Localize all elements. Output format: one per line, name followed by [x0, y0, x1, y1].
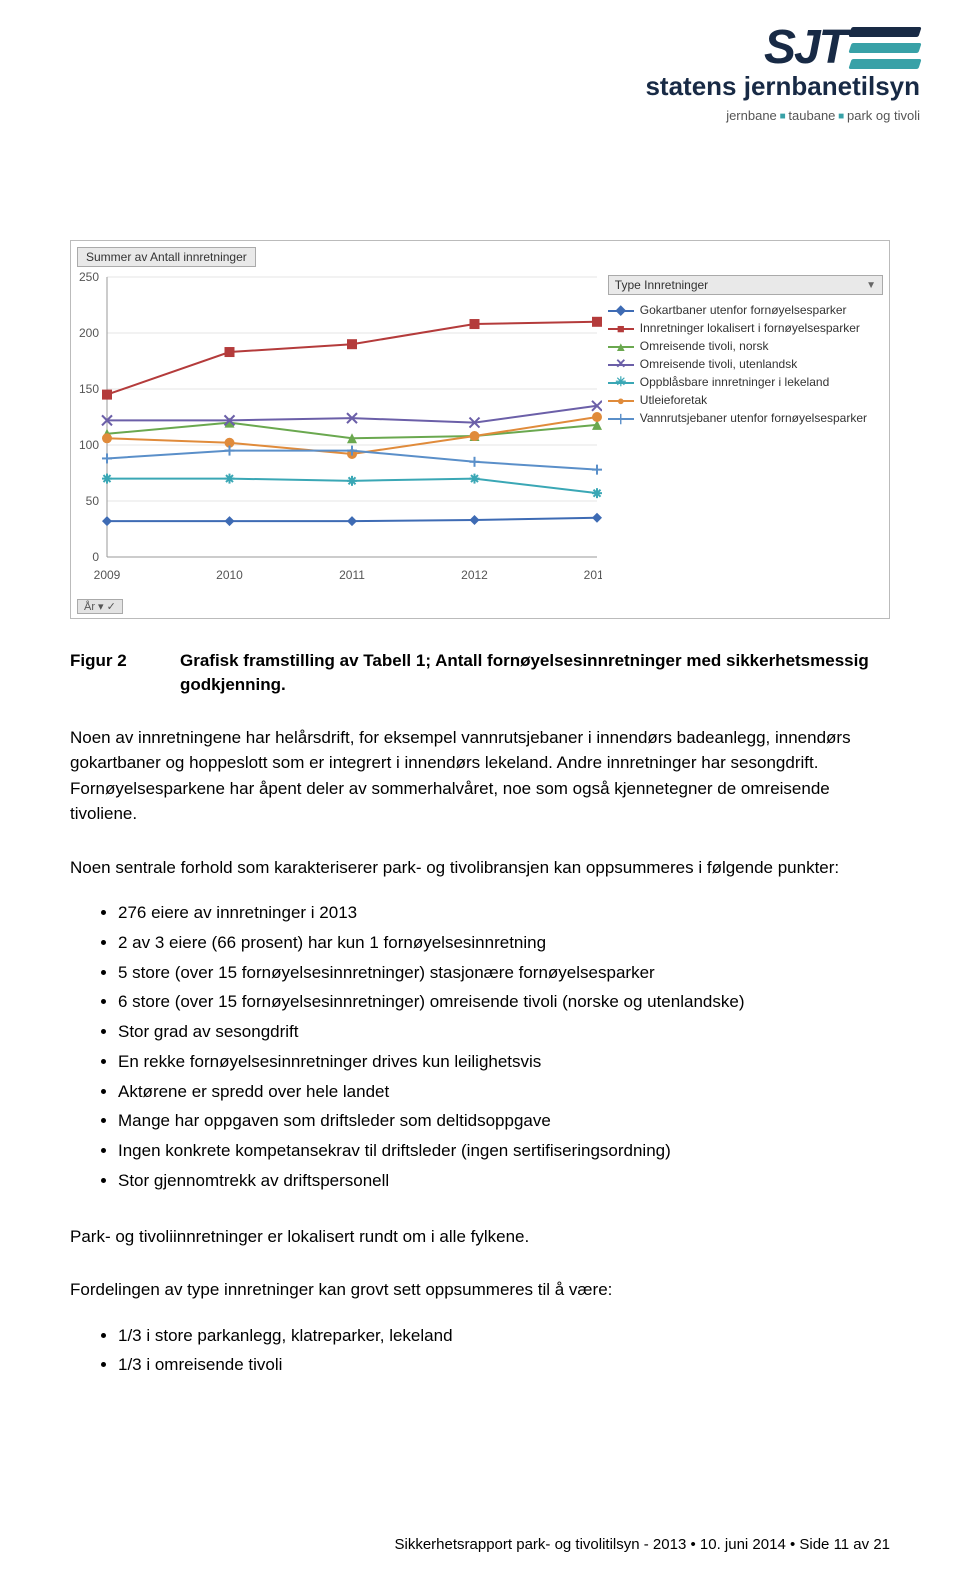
svg-text:2011: 2011 — [339, 568, 365, 582]
list-item: Aktørene er spredd over hele landet — [118, 1077, 890, 1107]
list-item: 5 store (over 15 fornøyelsesinnretninger… — [118, 958, 890, 988]
chart-x-axis-footer: År ▾ ✓ — [77, 599, 123, 614]
list-item: 1/3 i omreisende tivoli — [118, 1350, 890, 1380]
svg-text:2010: 2010 — [216, 568, 243, 582]
legend-item: ● Utleieforetak — [608, 391, 883, 409]
svg-text:200: 200 — [79, 326, 99, 340]
list-item: Mange har oppgaven som driftsleder som d… — [118, 1106, 890, 1136]
paragraph-3: Park- og tivoliinnretninger er lokaliser… — [70, 1224, 890, 1250]
legend-marker-icon: ✳ — [608, 375, 634, 389]
chart-container: Summer av Antall innretninger 0 50 100 150 2… — [70, 240, 890, 619]
paragraph-1: Noen av innretningene har helårsdrift, f… — [70, 725, 890, 827]
brand-subline: jernbane ■ taubane ■ park og tivoli — [645, 108, 920, 123]
legend-marker-icon: ✕ — [608, 357, 634, 371]
legend-title-text: Type Innretninger — [615, 278, 708, 292]
list-item: 2 av 3 eiere (66 prosent) har kun 1 forn… — [118, 928, 890, 958]
list-item: 276 eiere av innretninger i 2013 — [118, 898, 890, 928]
chevron-down-icon: ▼ — [866, 280, 876, 291]
figure-caption-label: Figur 2 — [70, 649, 156, 697]
svg-text:150: 150 — [79, 382, 99, 396]
list-item: 6 store (over 15 fornøyelsesinnretninger… — [118, 987, 890, 1017]
list-item: Ingen konkrete kompetansekrav til drifts… — [118, 1136, 890, 1166]
legend-label: Utleieforetak — [640, 393, 707, 407]
legend-label: Omreisende tivoli, norsk — [640, 339, 769, 353]
legend-item: ✳ Oppblåsbare innretninger i lekeland — [608, 373, 883, 391]
legend-marker-icon: ▲ — [608, 339, 634, 353]
svg-text:50: 50 — [86, 494, 100, 508]
svg-text:2012: 2012 — [461, 568, 488, 582]
line-chart: 0 50 100 150 200 250 2009 2010 2011 2012 2013 — [71, 267, 602, 597]
legend-marker-icon: ◆ — [608, 303, 634, 317]
legend-label: Vannrutsjebaner utenfor fornøyelsesparke… — [640, 411, 867, 425]
paragraph-2: Noen sentrale forhold som karakteriserer… — [70, 855, 890, 881]
page: SJT statens jernbanetilsyn jernbane ■ ta… — [0, 0, 960, 1583]
legend-title-box: Type Innretninger ▼ — [608, 275, 883, 295]
page-footer: Sikkerhetsrapport park- og tivolitilsyn … — [395, 1536, 891, 1553]
legend-item: ◆ Gokartbaner utenfor fornøyelsesparker — [608, 301, 883, 319]
list-item: 1/3 i store parkanlegg, klatreparker, le… — [118, 1321, 890, 1351]
brand-logo-main: SJT — [645, 20, 920, 75]
figure-caption-text: Grafisk framstilling av Tabell 1; Antall… — [180, 649, 890, 697]
svg-text:2009: 2009 — [94, 568, 121, 582]
legend-marker-icon: ＋ — [608, 411, 634, 425]
list-item: Stor gjennomtrekk av driftspersonell — [118, 1166, 890, 1196]
figure-caption: Figur 2 Grafisk framstilling av Tabell 1… — [70, 649, 890, 697]
chart-inner: 0 50 100 150 200 250 2009 2010 2011 2012 2013 Type… — [71, 267, 889, 597]
brand-bar-icon — [848, 59, 921, 69]
svg-text:250: 250 — [79, 270, 99, 284]
bullet-list-2: 1/3 i store parkanlegg, klatreparker, le… — [100, 1321, 890, 1381]
legend-item: ✕ Omreisende tivoli, utenlandsk — [608, 355, 883, 373]
svg-text:0: 0 — [92, 550, 99, 564]
brand-subtitle: statens jernbanetilsyn — [645, 71, 920, 102]
legend-item: ▲ Omreisende tivoli, norsk — [608, 337, 883, 355]
brand-logo: SJT statens jernbanetilsyn jernbane ■ ta… — [645, 20, 920, 123]
legend-label: Omreisende tivoli, utenlandsk — [640, 357, 797, 371]
legend-label: Innretninger lokalisert i fornøyelsespar… — [640, 321, 860, 335]
brand-letters: SJT — [764, 20, 846, 75]
legend-label: Oppblåsbare innretninger i lekeland — [640, 375, 829, 389]
svg-text:2013: 2013 — [584, 568, 602, 582]
brand-bar-icon — [848, 27, 921, 37]
legend-marker-icon: ■ — [608, 321, 634, 335]
bullet-list-1: 276 eiere av innretninger i 20132 av 3 e… — [100, 898, 890, 1196]
list-item: En rekke fornøyelsesinnretninger drives … — [118, 1047, 890, 1077]
legend-item: ■ Innretninger lokalisert i fornøyelsespa… — [608, 319, 883, 337]
svg-text:100: 100 — [79, 438, 99, 452]
list-item: Stor grad av sesongdrift — [118, 1017, 890, 1047]
paragraph-4: Fordelingen av type innretninger kan gro… — [70, 1277, 890, 1303]
legend-item: ＋ Vannrutsjebaner utenfor fornøyelsespark… — [608, 409, 883, 427]
chart-y-title: Summer av Antall innretninger — [77, 247, 256, 267]
chart-legend: Type Innretninger ▼ ◆ Gokartbaner utenfor… — [602, 267, 889, 435]
brand-bar-icon — [848, 43, 921, 53]
legend-label: Gokartbaner utenfor fornøyelsesparker — [640, 303, 847, 317]
brand-bars — [850, 27, 920, 69]
legend-marker-icon: ● — [608, 393, 634, 407]
